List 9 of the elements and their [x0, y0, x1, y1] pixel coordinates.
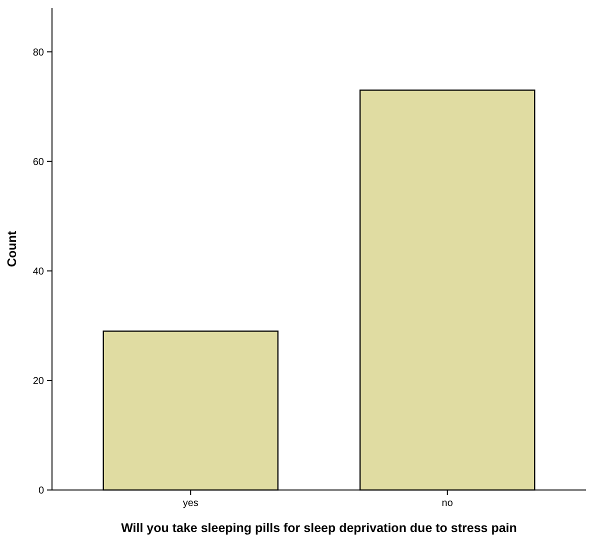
y-tick-label: 40 — [32, 266, 44, 278]
y-tick-label: 20 — [32, 376, 44, 387]
y-tick-label: 60 — [32, 156, 44, 168]
x-tick-label: no — [442, 498, 454, 509]
y-axis-title: Count — [5, 230, 19, 268]
x-tick-label: yes — [182, 498, 198, 509]
x-axis-title: Will you take sleeping pills for sleep deprivation due to stress pain — [121, 521, 517, 535]
y-tick-label: 80 — [32, 47, 44, 58]
y-tick-label: 0 — [38, 486, 44, 496]
